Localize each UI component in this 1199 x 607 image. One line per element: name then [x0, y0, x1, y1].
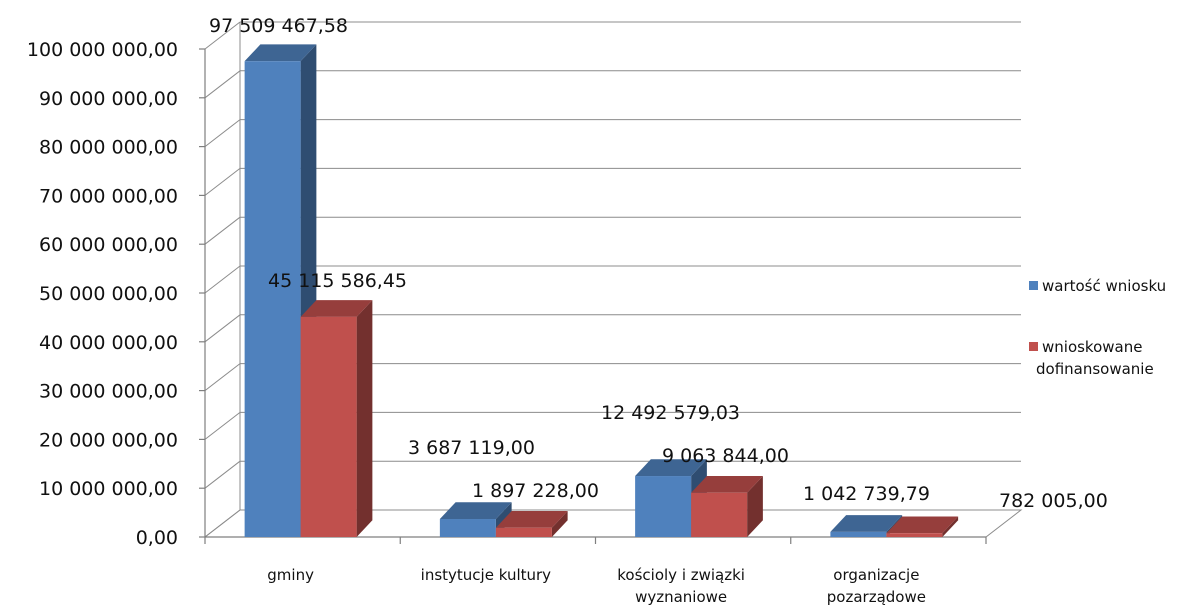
- x-tick-label: instytucje kultury: [421, 566, 552, 584]
- gridline-side: [204, 314, 241, 343]
- y-tick-label: 10 000 000,00: [39, 478, 178, 500]
- bar: [691, 476, 763, 537]
- y-tick-label: 70 000 000,00: [39, 185, 178, 207]
- bar-front: [244, 61, 301, 537]
- y-tick-label: 20 000 000,00: [39, 429, 178, 451]
- bar: [886, 516, 959, 537]
- gridline-side: [204, 70, 241, 99]
- x-tick-label: organizacje pozarządowe: [827, 566, 926, 606]
- bar: [244, 44, 317, 538]
- bar-top: [300, 300, 373, 317]
- x-tick-label: kościoly i związki wyznaniowe: [617, 566, 745, 606]
- bar-side: [942, 516, 959, 537]
- legend-swatch: [1029, 281, 1038, 290]
- data-label: 1 897 228,00: [472, 480, 599, 502]
- data-label: 782 005,00: [999, 490, 1108, 512]
- gridline-side: [204, 21, 241, 50]
- x-tick-label: gminy: [267, 566, 314, 584]
- bar-top: [244, 44, 317, 62]
- bar-front: [495, 527, 552, 537]
- legend-item: wnioskowane dofinansowanie: [1029, 338, 1154, 378]
- gridline-side: [204, 363, 241, 391]
- gridline-side: [204, 265, 241, 294]
- bar-top: [691, 476, 763, 493]
- bar-front: [886, 533, 943, 537]
- bar-side: [551, 511, 568, 537]
- legend-item: wartość wniosku: [1029, 277, 1166, 295]
- gridline-side: [204, 168, 241, 196]
- y-tick-label: 40 000 000,00: [39, 332, 178, 354]
- bars: [244, 44, 959, 538]
- y-tick-label: 50 000 000,00: [39, 283, 178, 305]
- bar-front: [830, 531, 887, 537]
- x-axis-tick-labels: gminy instytucje kultury kościoly i związk…: [267, 566, 926, 606]
- bar-side: [356, 300, 373, 537]
- bar-top: [495, 511, 568, 528]
- y-axis-tick-labels: 0,00 10 000 000,00 20 000 000,00 30 000 000…: [27, 39, 178, 549]
- data-label: 3 687 119,00: [408, 437, 535, 459]
- y-tick-label: 0,00: [136, 527, 178, 549]
- data-label: 12 492 579,03: [601, 402, 740, 424]
- legend: wartość wniosku wnioskowane dofinansowanie: [1029, 277, 1166, 378]
- gridline-side: [204, 460, 241, 489]
- bar: [300, 300, 373, 537]
- bar-front: [635, 476, 692, 537]
- y-tick-label: 100 000 000,00: [27, 39, 178, 61]
- bar-front: [439, 519, 496, 537]
- bar-top: [886, 516, 959, 534]
- bar: [495, 511, 568, 537]
- data-label: 97 509 467,58: [209, 15, 348, 37]
- y-tick-label: 90 000 000,00: [39, 88, 178, 110]
- data-label: 9 063 844,00: [662, 445, 789, 467]
- bar-side: [747, 476, 763, 537]
- gridline-side: [204, 216, 241, 245]
- bar-front: [691, 492, 748, 537]
- bar-front: [300, 316, 357, 537]
- y-tick-label: 60 000 000,00: [39, 234, 178, 256]
- bar-top: [830, 515, 903, 532]
- data-labels: 97 509 467,58 45 115 586,45 3 687 119,00 1 …: [209, 15, 1108, 512]
- y-tick-label: 30 000 000,00: [39, 381, 178, 403]
- gridline-side: [204, 412, 241, 440]
- data-label: 45 115 586,45: [268, 270, 407, 292]
- y-tick-label: 80 000 000,00: [39, 137, 178, 159]
- legend-label: wartość wniosku: [1042, 277, 1166, 295]
- data-label: 1 042 739,79: [803, 483, 930, 505]
- legend-swatch: [1029, 342, 1038, 351]
- gridline-side: [204, 119, 241, 147]
- bar-top: [635, 459, 707, 477]
- bar-top: [439, 502, 512, 520]
- legend-label: wnioskowane dofinansowanie: [1036, 338, 1154, 378]
